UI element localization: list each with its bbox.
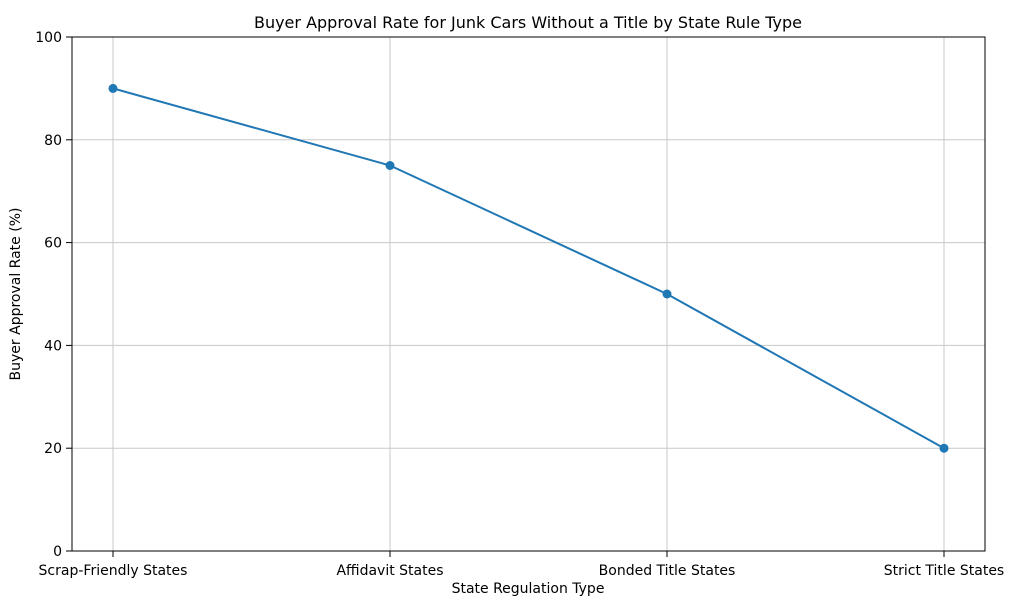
- y-tick-label: 40: [44, 338, 62, 354]
- x-tick-label: Affidavit States: [336, 563, 443, 579]
- data-point-marker: [939, 443, 949, 453]
- data-series: [108, 83, 949, 453]
- y-tick-label: 60: [44, 236, 62, 252]
- x-tick-label: Bonded Title States: [599, 563, 736, 579]
- data-point-marker: [662, 289, 672, 299]
- data-point-marker: [385, 161, 395, 170]
- chart-title: Buyer Approval Rate for Junk Cars Withou…: [254, 13, 802, 32]
- tick-labels: 0 20 40 60 80 100 Scrap-Friendly States Affidav…: [35, 30, 1004, 579]
- x-axis-label: State Regulation Type: [452, 581, 605, 597]
- y-axis-label: Buyer Approval Rate (%): [8, 208, 24, 381]
- x-tick-label: Strict Title States: [884, 563, 1004, 579]
- series-line: [112, 87, 945, 450]
- x-tick-label: Scrap-Friendly States: [39, 563, 188, 579]
- data-point-marker: [108, 83, 118, 93]
- y-tick-label: 80: [44, 133, 62, 149]
- axes-frame: [71, 36, 986, 552]
- y-tick-label: 100: [35, 30, 62, 46]
- y-tick-label: 20: [44, 441, 62, 457]
- tick-marks: [66, 36, 945, 557]
- y-tick-label: 0: [53, 544, 62, 560]
